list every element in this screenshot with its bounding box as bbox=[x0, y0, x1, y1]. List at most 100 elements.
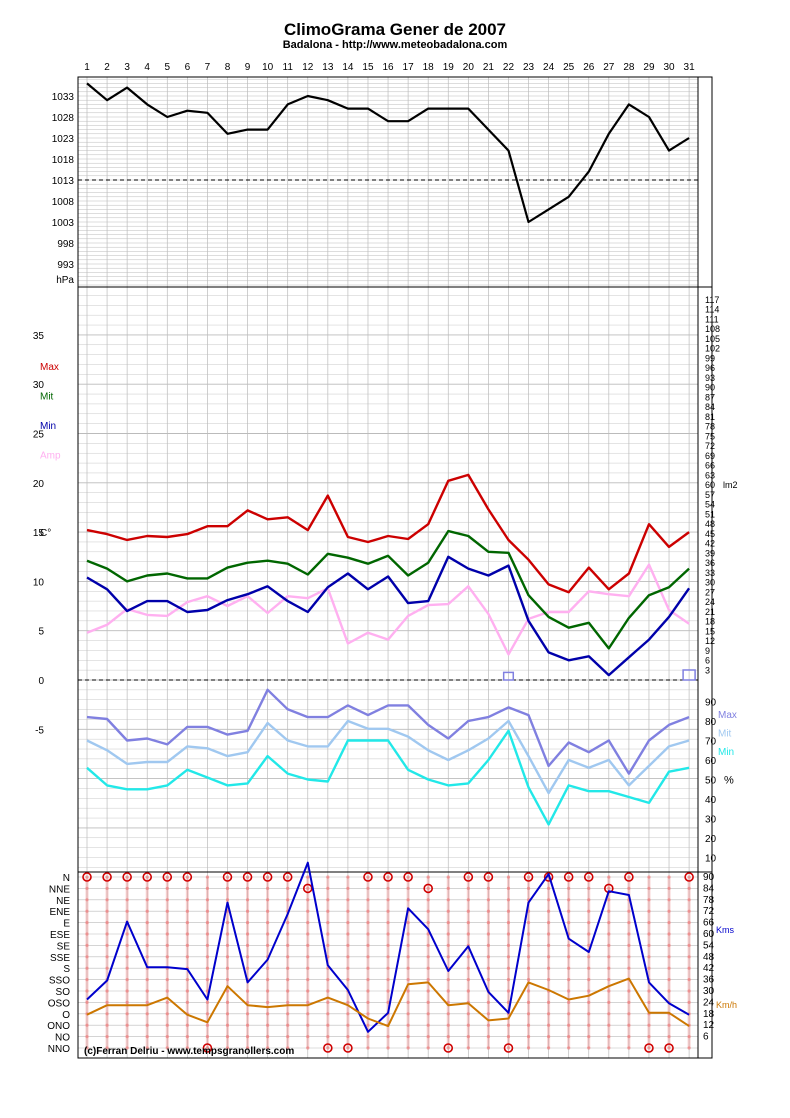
y-tick-label: 15 bbox=[705, 626, 715, 636]
legend-entry: Amp bbox=[40, 451, 61, 462]
wind-direction-dot bbox=[687, 932, 691, 936]
wind-direction-dot bbox=[667, 898, 671, 902]
y-tick-label: 108 bbox=[705, 324, 720, 334]
wind-direction-dot bbox=[446, 909, 450, 913]
wind-direction-dot bbox=[286, 921, 290, 925]
wind-direction-dot bbox=[667, 989, 671, 993]
y-tick-label: 48 bbox=[705, 519, 715, 529]
wind-direction-dot bbox=[426, 898, 430, 902]
wind-direction-dot bbox=[526, 1012, 531, 1016]
wind-direction-dot bbox=[526, 875, 531, 879]
wind-direction-dot bbox=[426, 932, 430, 936]
wind-direction-dot bbox=[326, 1035, 330, 1039]
wind-direction-dot bbox=[266, 875, 270, 879]
y-axis-label: hPa bbox=[56, 275, 74, 286]
wind-direction-dot bbox=[486, 955, 490, 959]
wind-direction-dot bbox=[506, 989, 511, 993]
wind-direction-dot bbox=[547, 978, 551, 982]
wind-direction-dot bbox=[607, 966, 611, 970]
wind-direction-dot bbox=[607, 1035, 611, 1039]
y-tick-label: 48 bbox=[703, 952, 715, 963]
axis-labels-layer: 1 2 3 4 5 6 7 8 9 10 11 12 13 14 15 16 17 18 19 20 21 22 23 24 2… bbox=[33, 62, 738, 1055]
wind-direction-dot bbox=[406, 943, 410, 948]
wind-direction-dot bbox=[446, 1035, 450, 1039]
wind-direction-label: SE bbox=[57, 941, 71, 952]
x-tick-label: 4 bbox=[144, 62, 150, 73]
wind-direction-dot bbox=[245, 943, 250, 948]
wind-direction-dot bbox=[306, 955, 310, 959]
wind-direction-dot bbox=[466, 898, 470, 902]
x-tick-label: 17 bbox=[403, 62, 415, 73]
y-tick-label: 993 bbox=[57, 260, 74, 271]
wind-direction-dot bbox=[486, 909, 490, 913]
wind-direction-dot bbox=[326, 978, 330, 982]
wind-direction-dot bbox=[687, 1000, 691, 1005]
wind-direction-dot bbox=[587, 1035, 591, 1039]
wind-direction-dot bbox=[326, 921, 330, 925]
wind-direction-dot bbox=[225, 1023, 230, 1027]
y-tick-label: 12 bbox=[705, 636, 715, 646]
wind-direction-dot bbox=[687, 955, 691, 959]
wind-direction-dot bbox=[245, 1023, 250, 1027]
wind-direction-dot bbox=[306, 1023, 310, 1027]
wind-direction-label: S bbox=[63, 964, 70, 975]
x-tick-label: 20 bbox=[463, 62, 475, 73]
wind-direction-dot bbox=[266, 943, 270, 948]
wind-direction-dot bbox=[607, 932, 611, 936]
wind-direction-dot bbox=[627, 1012, 631, 1016]
wind-direction-dot bbox=[346, 1000, 350, 1005]
wind-direction-dot bbox=[205, 898, 210, 902]
wind-direction-dot bbox=[667, 932, 671, 936]
y-tick-label: 81 bbox=[705, 412, 715, 422]
wind-direction-dot bbox=[326, 1046, 330, 1050]
wind-direction-dot bbox=[366, 955, 370, 959]
wind-direction-dot bbox=[567, 1012, 571, 1016]
wind-direction-dot bbox=[165, 875, 169, 879]
wind-direction-dot bbox=[607, 898, 611, 902]
wind-direction-dot bbox=[105, 955, 109, 959]
wind-direction-dot bbox=[526, 955, 531, 959]
wind-direction-dot bbox=[607, 989, 611, 993]
wind-direction-dot bbox=[406, 989, 410, 993]
y-tick-label: 1023 bbox=[52, 134, 75, 145]
wind-direction-dot bbox=[185, 921, 189, 925]
wind-direction-dot bbox=[165, 932, 169, 936]
wind-direction-dot bbox=[687, 909, 691, 913]
wind-direction-dot bbox=[526, 978, 531, 982]
wind-direction-dot bbox=[185, 1023, 189, 1027]
wind-direction-dot bbox=[346, 932, 350, 936]
wind-direction-dot bbox=[506, 932, 511, 936]
wind-direction-dot bbox=[587, 1012, 591, 1016]
wind-direction-dot bbox=[526, 886, 531, 891]
wind-direction-dot bbox=[526, 989, 531, 993]
y-tick-label: 117 bbox=[705, 295, 719, 305]
wind-direction-dot bbox=[506, 955, 511, 959]
y-tick-label: 63 bbox=[705, 470, 715, 480]
wind-direction-dot bbox=[205, 875, 210, 879]
wind-direction-dot bbox=[466, 921, 470, 925]
wind-direction-dot bbox=[306, 886, 310, 891]
wind-direction-dot bbox=[667, 1023, 671, 1027]
wind-direction-dot bbox=[526, 1023, 531, 1027]
y-tick-label: 99 bbox=[705, 353, 715, 363]
wind-direction-dot bbox=[145, 955, 149, 959]
wind-direction-dot bbox=[346, 909, 350, 913]
wind-direction-dot bbox=[145, 943, 149, 948]
max-direction-marker bbox=[383, 872, 393, 882]
wind-direction-dot bbox=[185, 978, 189, 982]
wind-direction-dot bbox=[567, 886, 571, 891]
wind-direction-dot bbox=[366, 1046, 370, 1050]
wind-direction-dot bbox=[306, 909, 310, 913]
wind-direction-dot bbox=[426, 989, 430, 993]
wind-direction-dot bbox=[466, 886, 470, 891]
max-direction-marker bbox=[122, 872, 132, 882]
max-direction-marker bbox=[664, 1043, 674, 1053]
wind-direction-dot bbox=[386, 978, 390, 982]
wind-direction-dot bbox=[667, 943, 671, 948]
wind-direction-dot bbox=[406, 1046, 410, 1050]
wind-direction-dot bbox=[466, 1012, 470, 1016]
wind-direction-dot bbox=[326, 989, 330, 993]
wind-direction-dot bbox=[245, 875, 250, 879]
wind-direction-dot bbox=[687, 978, 691, 982]
